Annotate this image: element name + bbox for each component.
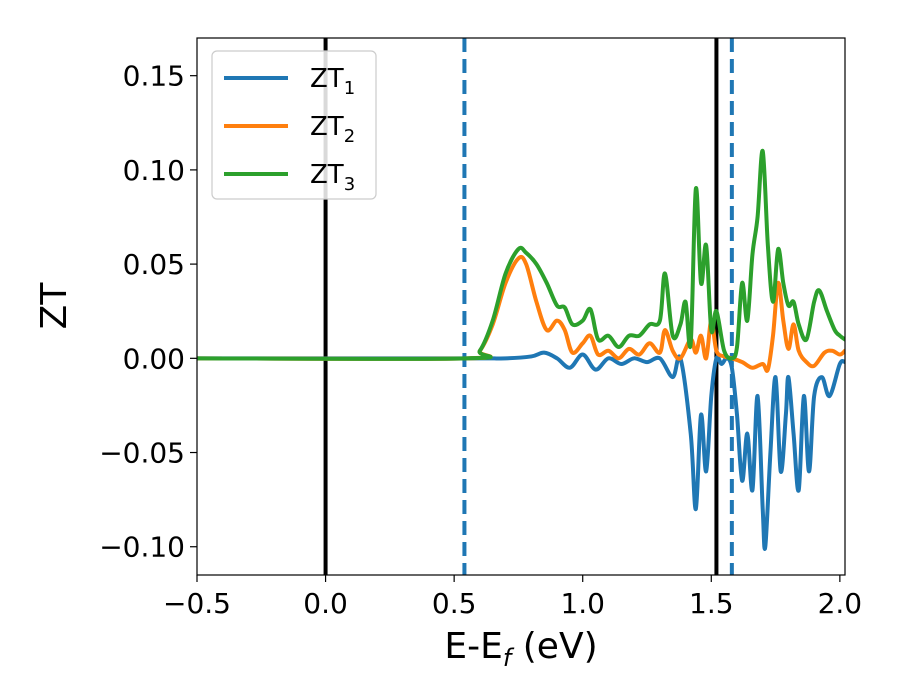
legend: ZT1 ZT2 ZT3 <box>211 50 377 200</box>
x-tick-label: 0.0 <box>303 587 348 620</box>
series-lines <box>197 149 845 551</box>
series-line-3 <box>197 149 845 361</box>
x-tick-label: 0.5 <box>432 587 477 620</box>
y-tick-label: −0.05 <box>99 437 185 470</box>
x-tick-label: 1.0 <box>560 587 605 620</box>
x-tick-label: 1.5 <box>689 587 734 620</box>
x-axis-ticks: −0.5 0.0 0.5 1.0 1.5 2.0 <box>163 575 862 620</box>
y-tick-label: −0.10 <box>99 531 185 564</box>
series-line-2 <box>197 254 845 373</box>
legend-label-2: ZT2 <box>310 112 355 147</box>
y-axis-ticks: −0.10 −0.05 0.00 0.05 0.10 0.15 <box>99 60 197 564</box>
y-axis-label: ZT <box>34 282 75 330</box>
y-tick-label: 0.05 <box>123 248 185 281</box>
x-axis-label: E-Ef (eV) <box>444 626 597 672</box>
series-line-1 <box>197 350 845 551</box>
plot-frame <box>196 37 846 576</box>
legend-label-3: ZT3 <box>310 160 355 195</box>
y-tick-label: 0.15 <box>123 60 185 93</box>
y-tick-label: 0.00 <box>123 342 185 375</box>
legend-label-1: ZT1 <box>310 64 355 99</box>
x-tick-label: −0.5 <box>163 587 231 620</box>
y-tick-label: 0.10 <box>123 154 185 187</box>
x-axis-label-main: E-E <box>444 626 502 667</box>
x-tick-label: 2.0 <box>818 587 863 620</box>
x-axis-label-unit: (eV) <box>511 626 597 667</box>
legend-box <box>211 50 377 200</box>
